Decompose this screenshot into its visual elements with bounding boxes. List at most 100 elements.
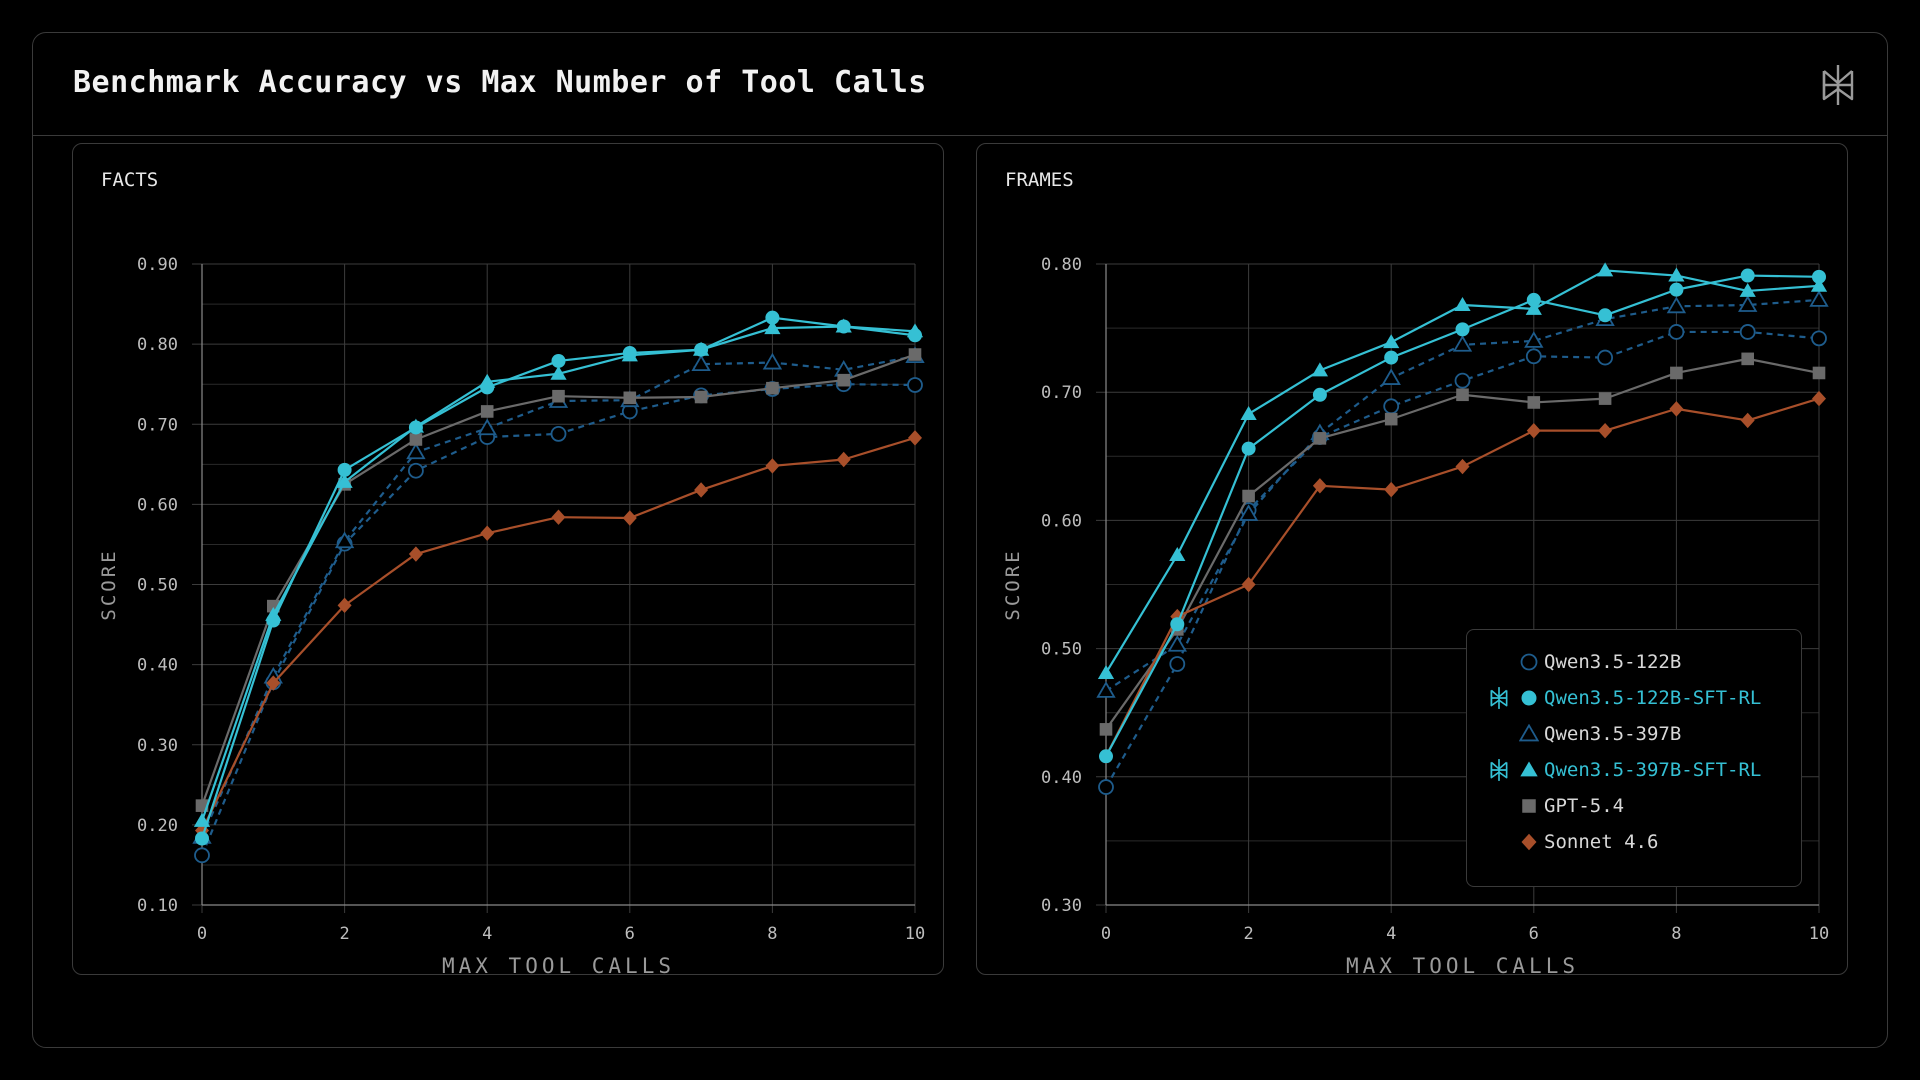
data-point	[622, 345, 637, 360]
y-tick-label: 0.60	[137, 495, 178, 515]
x-tick-label: 2	[1243, 924, 1253, 944]
data-point	[1383, 334, 1400, 349]
data-point	[550, 425, 567, 442]
legend-marker-square-filled	[1522, 799, 1536, 813]
data-point	[836, 319, 851, 334]
data-point	[1455, 458, 1470, 475]
series-qwen3-5-122b-sft-rl	[195, 310, 922, 846]
chart-legend: Qwen3.5-122B Qwen3.5-122B-SFT-RL Qwen3.5-3…	[1466, 629, 1802, 887]
series-gpt-5-4	[1099, 352, 1826, 736]
legend-item-qwen3-5-397b: Qwen3.5-397B	[1467, 719, 1801, 749]
data-point	[908, 328, 922, 343]
data-point	[1812, 269, 1826, 284]
data-point	[1240, 406, 1257, 420]
data-point	[409, 433, 423, 446]
data-point	[1454, 372, 1471, 389]
x-tick-label: 6	[625, 924, 635, 944]
data-point	[337, 462, 352, 477]
legend-marker-circle-filled	[1521, 690, 1537, 706]
series-qwen3-5-397b-sft-rl	[1097, 262, 1828, 679]
data-point	[837, 373, 850, 387]
data-point	[266, 675, 281, 691]
data-point	[1597, 349, 1613, 366]
facts-chart-title: FACTS	[101, 169, 158, 191]
x-tick-label: 0	[1101, 924, 1111, 944]
x-tick-label: 8	[767, 924, 777, 944]
legend-label: Qwen3.5-397B-SFT-RL	[1544, 759, 1762, 781]
card-header: Benchmark Accuracy vs Max Number of Tool…	[33, 33, 1887, 136]
data-point	[764, 320, 781, 335]
data-point	[334, 531, 355, 549]
x-tick-label: 4	[482, 924, 492, 944]
y-tick-label: 0.80	[137, 335, 178, 355]
data-point	[1526, 422, 1541, 439]
data-point	[1740, 412, 1755, 429]
legend-label: Qwen3.5-122B-SFT-RL	[1544, 687, 1762, 709]
data-point	[1170, 617, 1185, 632]
y-tick-label: 0.70	[1041, 383, 1082, 403]
legend-item-qwen3-5-397b-sft-rl: Qwen3.5-397B-SFT-RL	[1467, 755, 1801, 785]
data-point	[1242, 489, 1255, 503]
legend-marker-shape	[1520, 653, 1538, 671]
data-point	[408, 420, 423, 435]
legend-item-qwen3-5-122b-sft-rl: Qwen3.5-122B-SFT-RL	[1467, 683, 1801, 713]
data-point	[1526, 292, 1541, 307]
facts-x-axis-label: MAX TOOL CALLS	[442, 954, 675, 974]
data-point	[480, 405, 494, 418]
x-tick-label: 2	[339, 924, 349, 944]
series-qwen3-5-122b-sft-rl	[1099, 268, 1826, 764]
legend-item-qwen3-5-122b: Qwen3.5-122B	[1467, 647, 1801, 677]
data-point	[1096, 681, 1116, 698]
data-point	[765, 310, 780, 325]
series-sonnet-4-6	[1099, 390, 1826, 764]
facts-chart: FACTS 0.10 0.20 0.30 0.40 0.50 0.60 0.70 0.80 0.9…	[98, 169, 925, 978]
x-tick-label: 6	[1529, 924, 1539, 944]
legend-item-gpt-5-4: GPT-5.4	[1467, 791, 1801, 821]
data-point	[1524, 331, 1544, 348]
data-point	[1527, 396, 1541, 409]
data-point	[907, 377, 923, 393]
data-point	[622, 510, 637, 526]
data-point	[1384, 481, 1399, 498]
data-point	[551, 509, 566, 525]
data-point	[694, 482, 709, 498]
page-title: Benchmark Accuracy vs Max Number of Tool…	[73, 65, 927, 100]
data-point	[1099, 723, 1113, 736]
data-point	[1381, 368, 1401, 385]
data-point	[908, 348, 922, 361]
x-tick-label: 4	[1386, 924, 1396, 944]
data-point	[337, 597, 352, 614]
data-point	[1454, 297, 1471, 312]
data-point	[480, 380, 495, 395]
data-point	[195, 831, 209, 846]
legend-marker-triangle-filled	[1520, 761, 1538, 777]
data-point	[266, 613, 281, 628]
y-tick-label: 0.30	[1041, 896, 1082, 916]
data-point	[550, 365, 567, 380]
data-point	[694, 342, 709, 357]
y-tick-label: 0.80	[1041, 255, 1082, 275]
legend-label: Qwen3.5-122B	[1544, 651, 1682, 673]
series-line	[201, 436, 916, 831]
data-point	[1739, 324, 1756, 340]
data-point	[1099, 749, 1113, 764]
facts-y-axis-label: SCORE	[98, 548, 120, 620]
data-point	[1668, 324, 1685, 340]
data-point	[1525, 300, 1542, 315]
facts-chart-panel: FACTS 0.10 0.20 0.30 0.40 0.50 0.60 0.70 0.80 0.9…	[72, 143, 944, 978]
data-point	[694, 390, 708, 404]
y-tick-label: 0.70	[137, 415, 178, 435]
legend-marker-triangle-open	[1519, 724, 1539, 742]
legend-marker-shape	[1520, 761, 1538, 777]
series-gpt-5-4	[195, 348, 922, 812]
data-point	[406, 442, 426, 460]
perplexity-logo-icon	[1490, 687, 1508, 709]
x-tick-label: 8	[1671, 924, 1681, 944]
data-point	[552, 389, 565, 403]
data-point	[1740, 268, 1755, 283]
legend-label: Qwen3.5-397B	[1544, 723, 1682, 745]
frames-y-axis-label: SCORE	[1002, 548, 1024, 620]
data-point	[762, 352, 783, 370]
x-tick-label: 10	[905, 924, 925, 944]
data-point	[480, 525, 495, 541]
